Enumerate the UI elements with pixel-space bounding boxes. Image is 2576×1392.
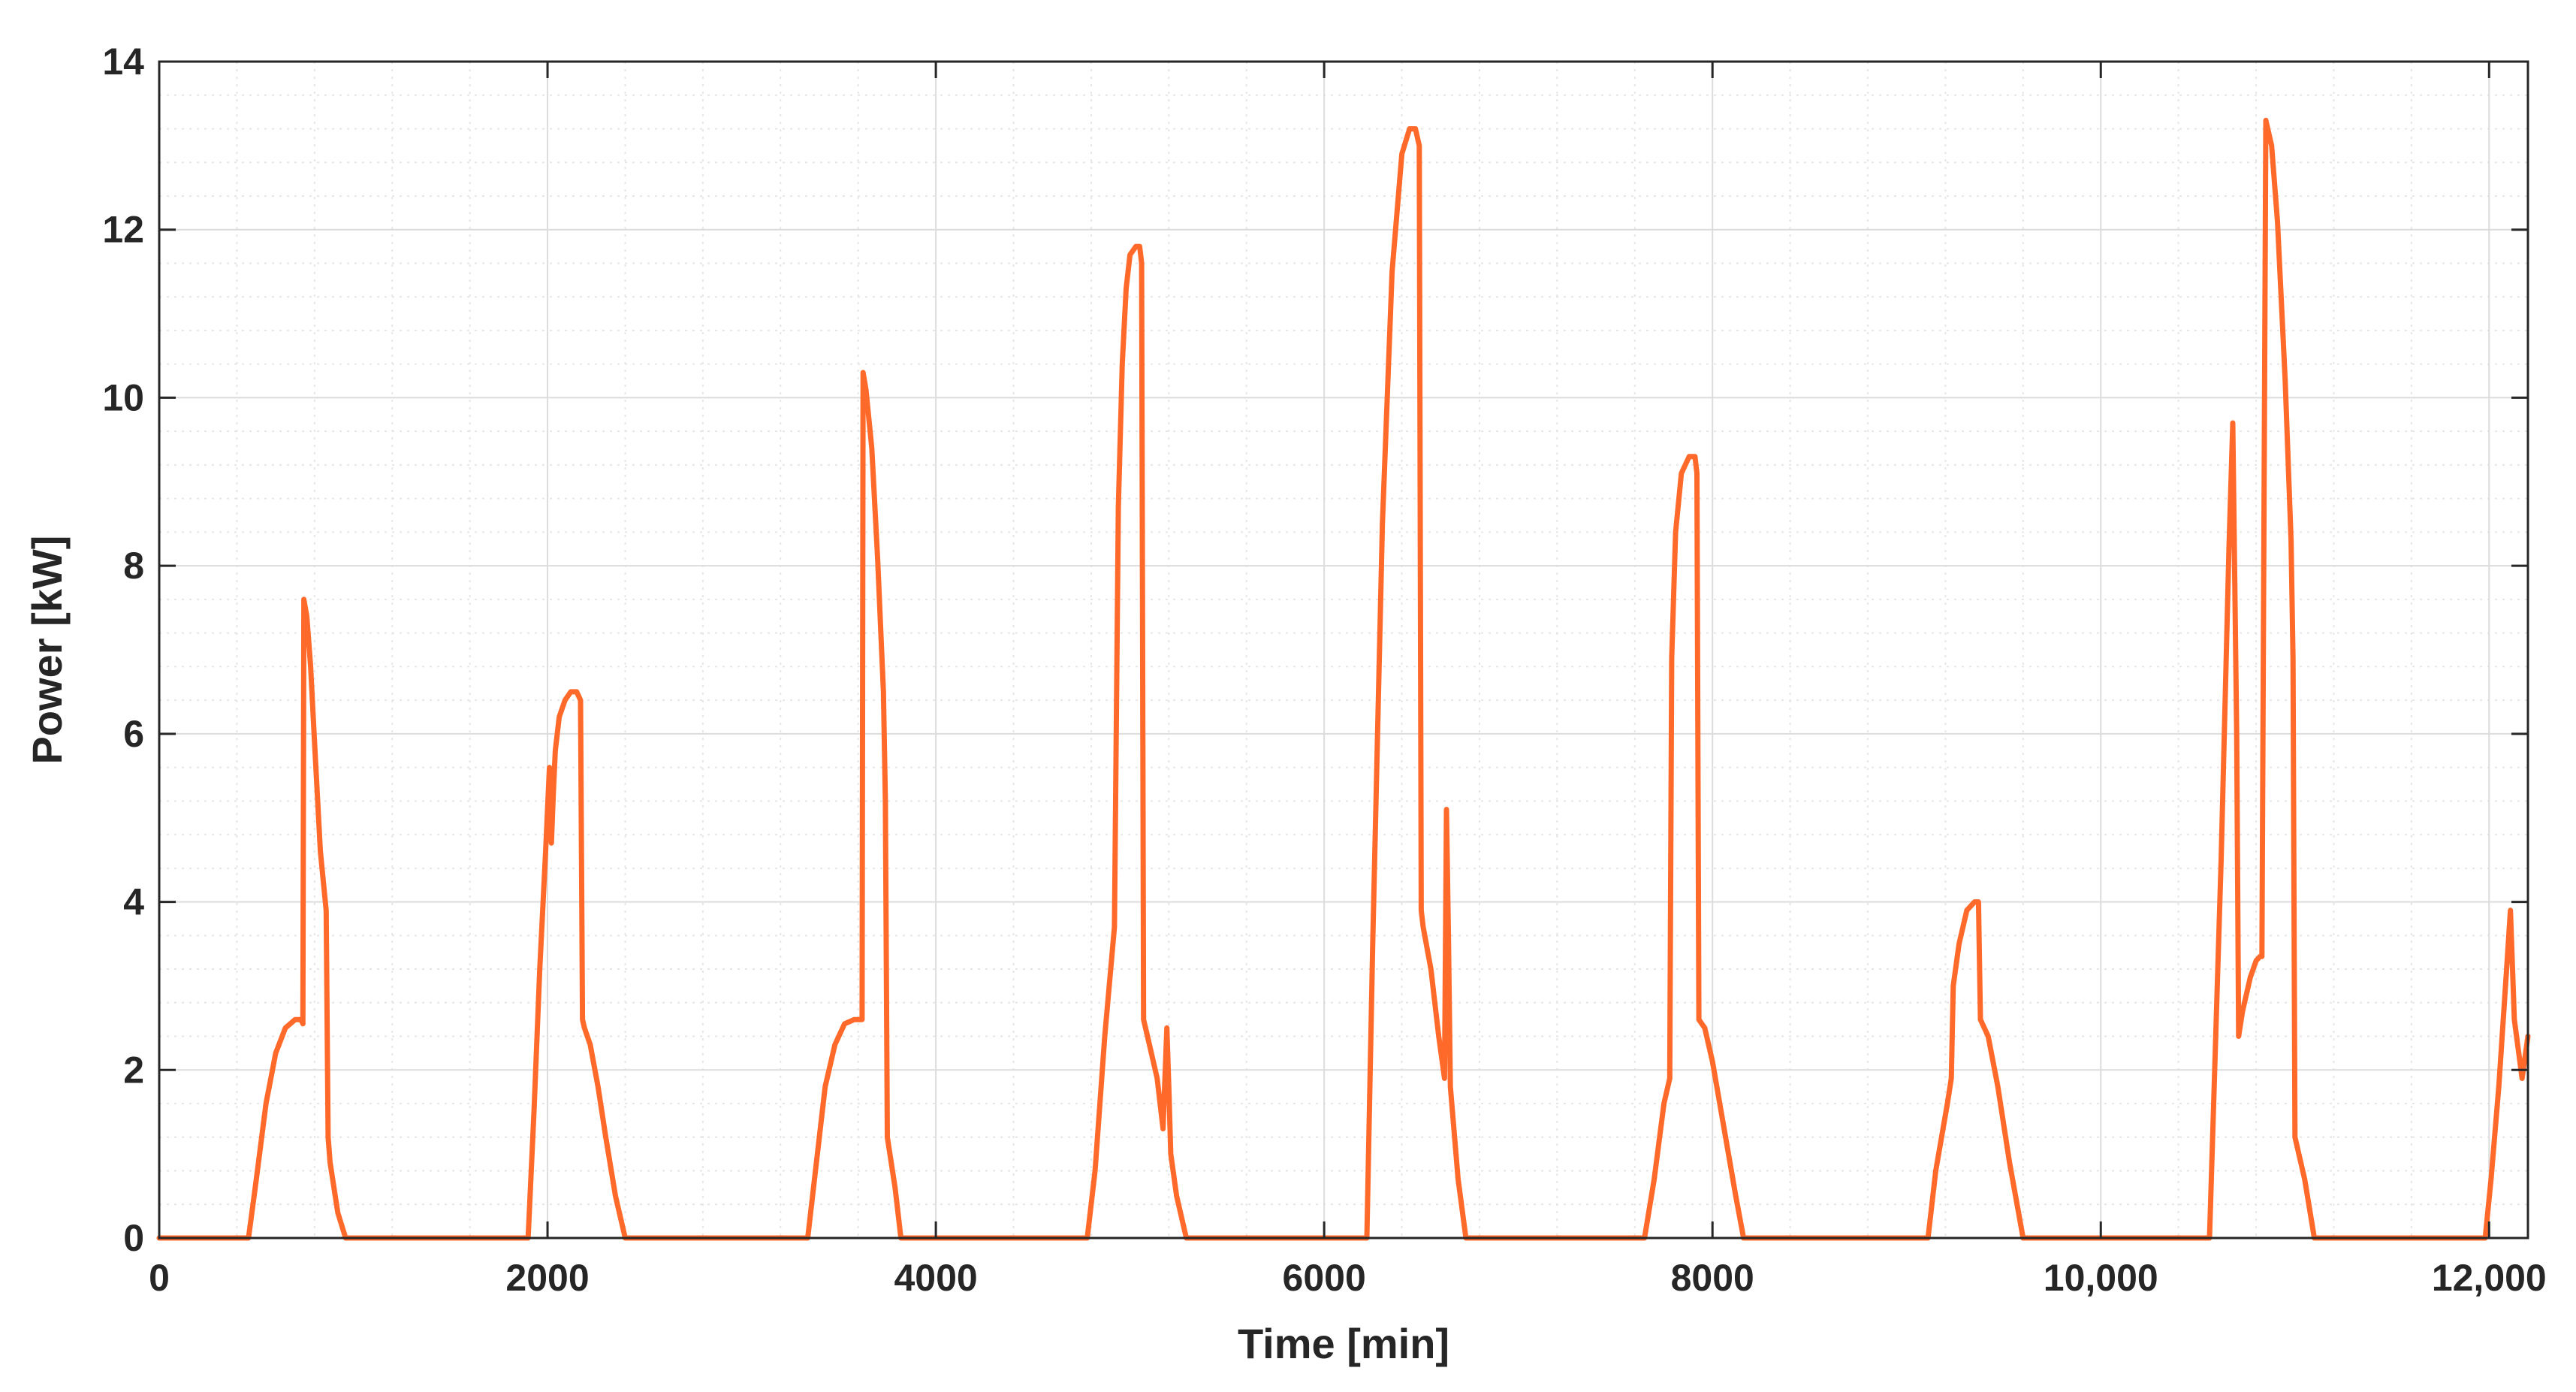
y-tick-label: 4 [123, 881, 144, 923]
y-tick-label: 10 [102, 376, 144, 418]
x-tick-label: 4000 [894, 1257, 977, 1299]
y-tick-label: 14 [102, 41, 144, 83]
major-grid [159, 62, 2528, 1238]
y-axis-title: Power [kW] [23, 536, 71, 765]
minor-grid [159, 62, 2528, 1238]
x-tick-labels: 0 2000 4000 6000 8000 10,000 12,000 [149, 1257, 2547, 1299]
x-tick-label: 12,000 [2432, 1257, 2547, 1299]
x-tick-label: 10,000 [2044, 1257, 2158, 1299]
y-tick-label: 6 [123, 713, 144, 755]
x-tick-label: 2000 [505, 1257, 589, 1299]
plot-frame [158, 60, 2529, 1240]
y-tick-labels: 0 2 4 6 8 10 12 14 [102, 41, 144, 1259]
y-tick-label: 2 [123, 1049, 144, 1091]
x-tick-label: 6000 [1283, 1257, 1366, 1299]
x-tick-label: 0 [149, 1257, 170, 1299]
y-tick-label: 8 [123, 545, 144, 587]
x-tick-label: 8000 [1671, 1257, 1754, 1299]
y-tick-label: 12 [102, 209, 144, 251]
axis-ticks [158, 60, 2528, 1240]
x-axis-title: Time [min] [1238, 1320, 1449, 1367]
y-tick-label: 0 [123, 1217, 144, 1259]
